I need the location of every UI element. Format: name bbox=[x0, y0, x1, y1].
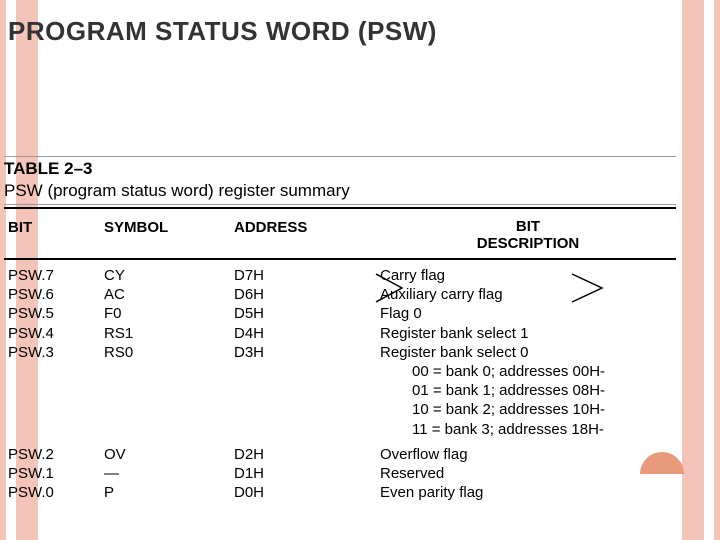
cell-bit: PSW.6 bbox=[4, 285, 104, 304]
cell-symbol: RS1 bbox=[104, 324, 234, 343]
cell-bit: PSW.1 bbox=[4, 464, 104, 483]
table-row: PSW.3RS0D3HRegister bank select 0 bbox=[4, 343, 676, 362]
cell-bit: PSW.5 bbox=[4, 304, 104, 323]
slide-content: PROGRAM STATUS WORD (PSW) TABLE 2–3 PSW … bbox=[0, 0, 720, 540]
cell-address: D4H bbox=[234, 324, 374, 343]
cell-address: D7H bbox=[234, 266, 374, 285]
cell-bit: PSW.0 bbox=[4, 483, 104, 502]
header-desc-line1: BIT bbox=[516, 218, 540, 235]
cell-description: Overflow flag bbox=[374, 445, 676, 464]
table-row: PSW.0PD0HEven parity flag bbox=[4, 483, 676, 502]
cell-symbol: P bbox=[104, 483, 234, 502]
cell-symbol: F0 bbox=[104, 304, 234, 323]
cell-description: Register bank select 0 bbox=[374, 343, 676, 362]
table-row: PSW.1—D1HReserved bbox=[4, 464, 676, 483]
cell-description: Reserved bbox=[374, 464, 676, 483]
cell-bit: PSW.4 bbox=[4, 324, 104, 343]
cell-address: D2H bbox=[234, 445, 374, 464]
cell-address: D0H bbox=[234, 483, 374, 502]
header-address: ADDRESS bbox=[234, 219, 374, 252]
cell-address: D5H bbox=[234, 304, 374, 323]
psw-table: TABLE 2–3 PSW (program status word) regi… bbox=[4, 156, 676, 502]
cell-address: D3H bbox=[234, 343, 374, 362]
table-rows-lower: PSW.2OVD2HOverflow flagPSW.1—D1HReserved… bbox=[4, 445, 676, 503]
cell-description: Flag 0 bbox=[374, 304, 676, 323]
table-rows-upper: PSW.7CYD7HCarry flagPSW.6ACD6HAuxiliary … bbox=[4, 266, 676, 362]
header-symbol: SYMBOL bbox=[104, 219, 234, 252]
bank-note-line: 11 = bank 3; addresses 18H- bbox=[412, 420, 676, 439]
bank-note-line: 10 = bank 2; addresses 10H- bbox=[412, 400, 676, 419]
table-row: PSW.2OVD2HOverflow flag bbox=[4, 445, 676, 464]
header-desc-line2: DESCRIPTION bbox=[477, 235, 580, 252]
table-row: PSW.7CYD7HCarry flag bbox=[4, 266, 676, 285]
cell-address: D1H bbox=[234, 464, 374, 483]
table-label: TABLE 2–3 bbox=[4, 156, 676, 179]
cell-description: Even parity flag bbox=[374, 483, 676, 502]
table-row: PSW.5F0D5HFlag 0 bbox=[4, 304, 676, 323]
bank-note-line: 00 = bank 0; addresses 00H- bbox=[412, 362, 676, 381]
cell-symbol: — bbox=[104, 464, 234, 483]
cell-symbol: CY bbox=[104, 266, 234, 285]
bank-note-line: 01 = bank 1; addresses 08H- bbox=[412, 381, 676, 400]
page-title: PROGRAM STATUS WORD (PSW) bbox=[0, 0, 720, 47]
cell-symbol: RS0 bbox=[104, 343, 234, 362]
table-row: PSW.6ACD6HAuxiliary carry flag bbox=[4, 285, 676, 304]
cell-symbol: AC bbox=[104, 285, 234, 304]
cell-bit: PSW.7 bbox=[4, 266, 104, 285]
cell-description: Auxiliary carry flag bbox=[374, 285, 676, 304]
table-row: PSW.4RS1D4HRegister bank select 1 bbox=[4, 324, 676, 343]
bank-select-notes: 00 = bank 0; addresses 00H-01 = bank 1; … bbox=[4, 362, 676, 439]
header-description: BIT DESCRIPTION bbox=[374, 219, 676, 252]
cell-bit: PSW.2 bbox=[4, 445, 104, 464]
header-bit: BIT bbox=[4, 219, 104, 252]
table-header-row: BIT SYMBOL ADDRESS BIT DESCRIPTION bbox=[4, 207, 676, 260]
cell-bit: PSW.3 bbox=[4, 343, 104, 362]
cell-description: Register bank select 1 bbox=[374, 324, 676, 343]
cell-description: Carry flag bbox=[374, 266, 676, 285]
table-subtitle: PSW (program status word) register summa… bbox=[4, 181, 676, 205]
cell-symbol: OV bbox=[104, 445, 234, 464]
cell-address: D6H bbox=[234, 285, 374, 304]
